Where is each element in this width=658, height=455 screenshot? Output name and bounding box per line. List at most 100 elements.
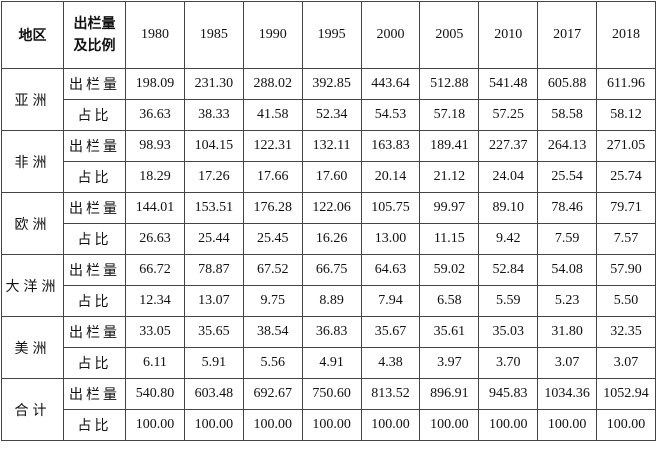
value-cell: 945.83	[478, 378, 539, 410]
value-cell: 20.14	[360, 161, 421, 193]
value-cell: 11.15	[419, 223, 480, 255]
value-cell: 122.06	[301, 192, 362, 224]
value-cell: 392.85	[301, 68, 362, 100]
region-cell: 亚洲	[1, 68, 64, 131]
value-cell: 132.11	[301, 130, 362, 162]
value-cell: 100.00	[242, 409, 303, 441]
value-cell: 35.61	[419, 316, 480, 348]
value-cell: 122.31	[242, 130, 303, 162]
value-cell: 541.48	[478, 68, 539, 100]
value-cell: 64.63	[360, 254, 421, 286]
measure-label: 出栏量	[63, 68, 126, 100]
value-cell: 16.26	[301, 223, 362, 255]
value-cell: 57.25	[478, 99, 539, 131]
measure-label: 占比	[63, 99, 126, 131]
value-cell: 35.67	[360, 316, 421, 348]
value-cell: 3.07	[596, 347, 656, 379]
value-cell: 32.35	[596, 316, 656, 348]
value-cell: 100.00	[301, 409, 362, 441]
value-cell: 750.60	[301, 378, 362, 410]
value-cell: 3.07	[537, 347, 597, 379]
value-cell: 13.00	[360, 223, 421, 255]
value-cell: 100.00	[360, 409, 421, 441]
value-cell: 31.80	[537, 316, 597, 348]
value-cell: 9.75	[242, 285, 303, 317]
measure-label: 出栏量	[63, 254, 126, 286]
data-row: 大洋洲 出栏量 66.72 78.87 67.52 66.75 64.63 59.02 52.8…	[1, 254, 656, 317]
value-cell: 33.05	[125, 316, 185, 348]
value-cell: 18.29	[125, 161, 185, 193]
value-cell: 8.89	[301, 285, 362, 317]
value-cell: 692.67	[242, 378, 303, 410]
value-cell: 79.71	[596, 192, 656, 224]
table-body: 亚洲 出栏量 198.09 231.30 288.02 392.85 443.64 512.8…	[1, 68, 656, 441]
value-cell: 54.08	[537, 254, 597, 286]
value-cell: 1052.94	[596, 378, 656, 410]
measure-label: 占比	[63, 223, 126, 255]
value-cell: 3.70	[478, 347, 539, 379]
year-header: 2000	[360, 1, 421, 69]
data-row: 占比 36.63 38.33 41.58 52.34 54.53 57.18 57.25 58.…	[2, 99, 656, 131]
data-row: 占比 26.63 25.44 25.45 16.26 13.00 11.15 9.42 7.59…	[2, 223, 656, 255]
value-cell: 100.00	[596, 409, 656, 441]
value-cell: 36.83	[301, 316, 362, 348]
header-row: 地区 出栏量 及比例 1980 1985 1990 1995 2000 2005 2010 2…	[1, 1, 656, 69]
value-cell: 89.10	[478, 192, 539, 224]
value-cell: 231.30	[183, 68, 244, 100]
value-cell: 603.48	[183, 378, 244, 410]
value-cell: 512.88	[419, 68, 480, 100]
measure-label: 占比	[63, 161, 126, 193]
value-cell: 813.52	[360, 378, 421, 410]
measure-label: 出栏量	[63, 316, 126, 348]
measure-label: 出栏量	[63, 130, 126, 162]
value-cell: 443.64	[360, 68, 421, 100]
value-cell: 540.80	[125, 378, 185, 410]
data-row: 美洲 出栏量 33.05 35.65 38.54 36.83 35.67 35.61 35.03…	[1, 316, 656, 379]
measure-label: 出栏量	[63, 192, 126, 224]
region-cell: 非洲	[1, 130, 64, 193]
data-row: 亚洲 出栏量 198.09 231.30 288.02 392.85 443.64 512.8…	[1, 68, 656, 131]
value-cell: 198.09	[125, 68, 185, 100]
value-cell: 176.28	[242, 192, 303, 224]
data-table: 地区 出栏量 及比例 1980 1985 1990 1995 2000 2005 2010 2…	[1, 1, 656, 441]
table-header: 地区 出栏量 及比例 1980 1985 1990 1995 2000 2005 2010 2…	[1, 1, 656, 69]
value-cell: 5.50	[596, 285, 656, 317]
value-cell: 5.59	[478, 285, 539, 317]
value-cell: 605.88	[537, 68, 597, 100]
measure-header-line: 出栏量	[73, 16, 116, 32]
data-row: 占比 12.34 13.07 9.75 8.89 7.94 6.58 5.59 5.23 5.50	[2, 285, 656, 317]
value-cell: 25.74	[596, 161, 656, 193]
value-cell: 163.83	[360, 130, 421, 162]
value-cell: 66.72	[125, 254, 185, 286]
value-cell: 264.13	[537, 130, 597, 162]
value-cell: 41.58	[242, 99, 303, 131]
value-cell: 3.97	[419, 347, 480, 379]
value-cell: 38.33	[183, 99, 244, 131]
value-cell: 153.51	[183, 192, 244, 224]
data-row: 欧洲 出栏量 144.01 153.51 176.28 122.06 105.75 99.97…	[1, 192, 656, 255]
value-cell: 4.38	[360, 347, 421, 379]
data-row: 非洲 出栏量 98.93 104.15 122.31 132.11 163.83 189.41…	[1, 130, 656, 193]
value-cell: 104.15	[183, 130, 244, 162]
value-cell: 7.57	[596, 223, 656, 255]
value-cell: 36.63	[125, 99, 185, 131]
region-header: 地区	[1, 1, 64, 69]
year-header: 2010	[478, 1, 539, 69]
value-cell: 13.07	[183, 285, 244, 317]
value-cell: 105.75	[360, 192, 421, 224]
value-cell: 67.52	[242, 254, 303, 286]
value-cell: 25.45	[242, 223, 303, 255]
year-header: 1990	[242, 1, 303, 69]
value-cell: 5.56	[242, 347, 303, 379]
year-header: 2005	[419, 1, 480, 69]
region-cell: 大洋洲	[1, 254, 64, 317]
value-cell: 59.02	[419, 254, 480, 286]
value-cell: 17.66	[242, 161, 303, 193]
value-cell: 98.93	[125, 130, 185, 162]
value-cell: 6.58	[419, 285, 480, 317]
measure-header-line: 及比例	[73, 38, 116, 54]
value-cell: 896.91	[419, 378, 480, 410]
value-cell: 21.12	[419, 161, 480, 193]
value-cell: 189.41	[419, 130, 480, 162]
